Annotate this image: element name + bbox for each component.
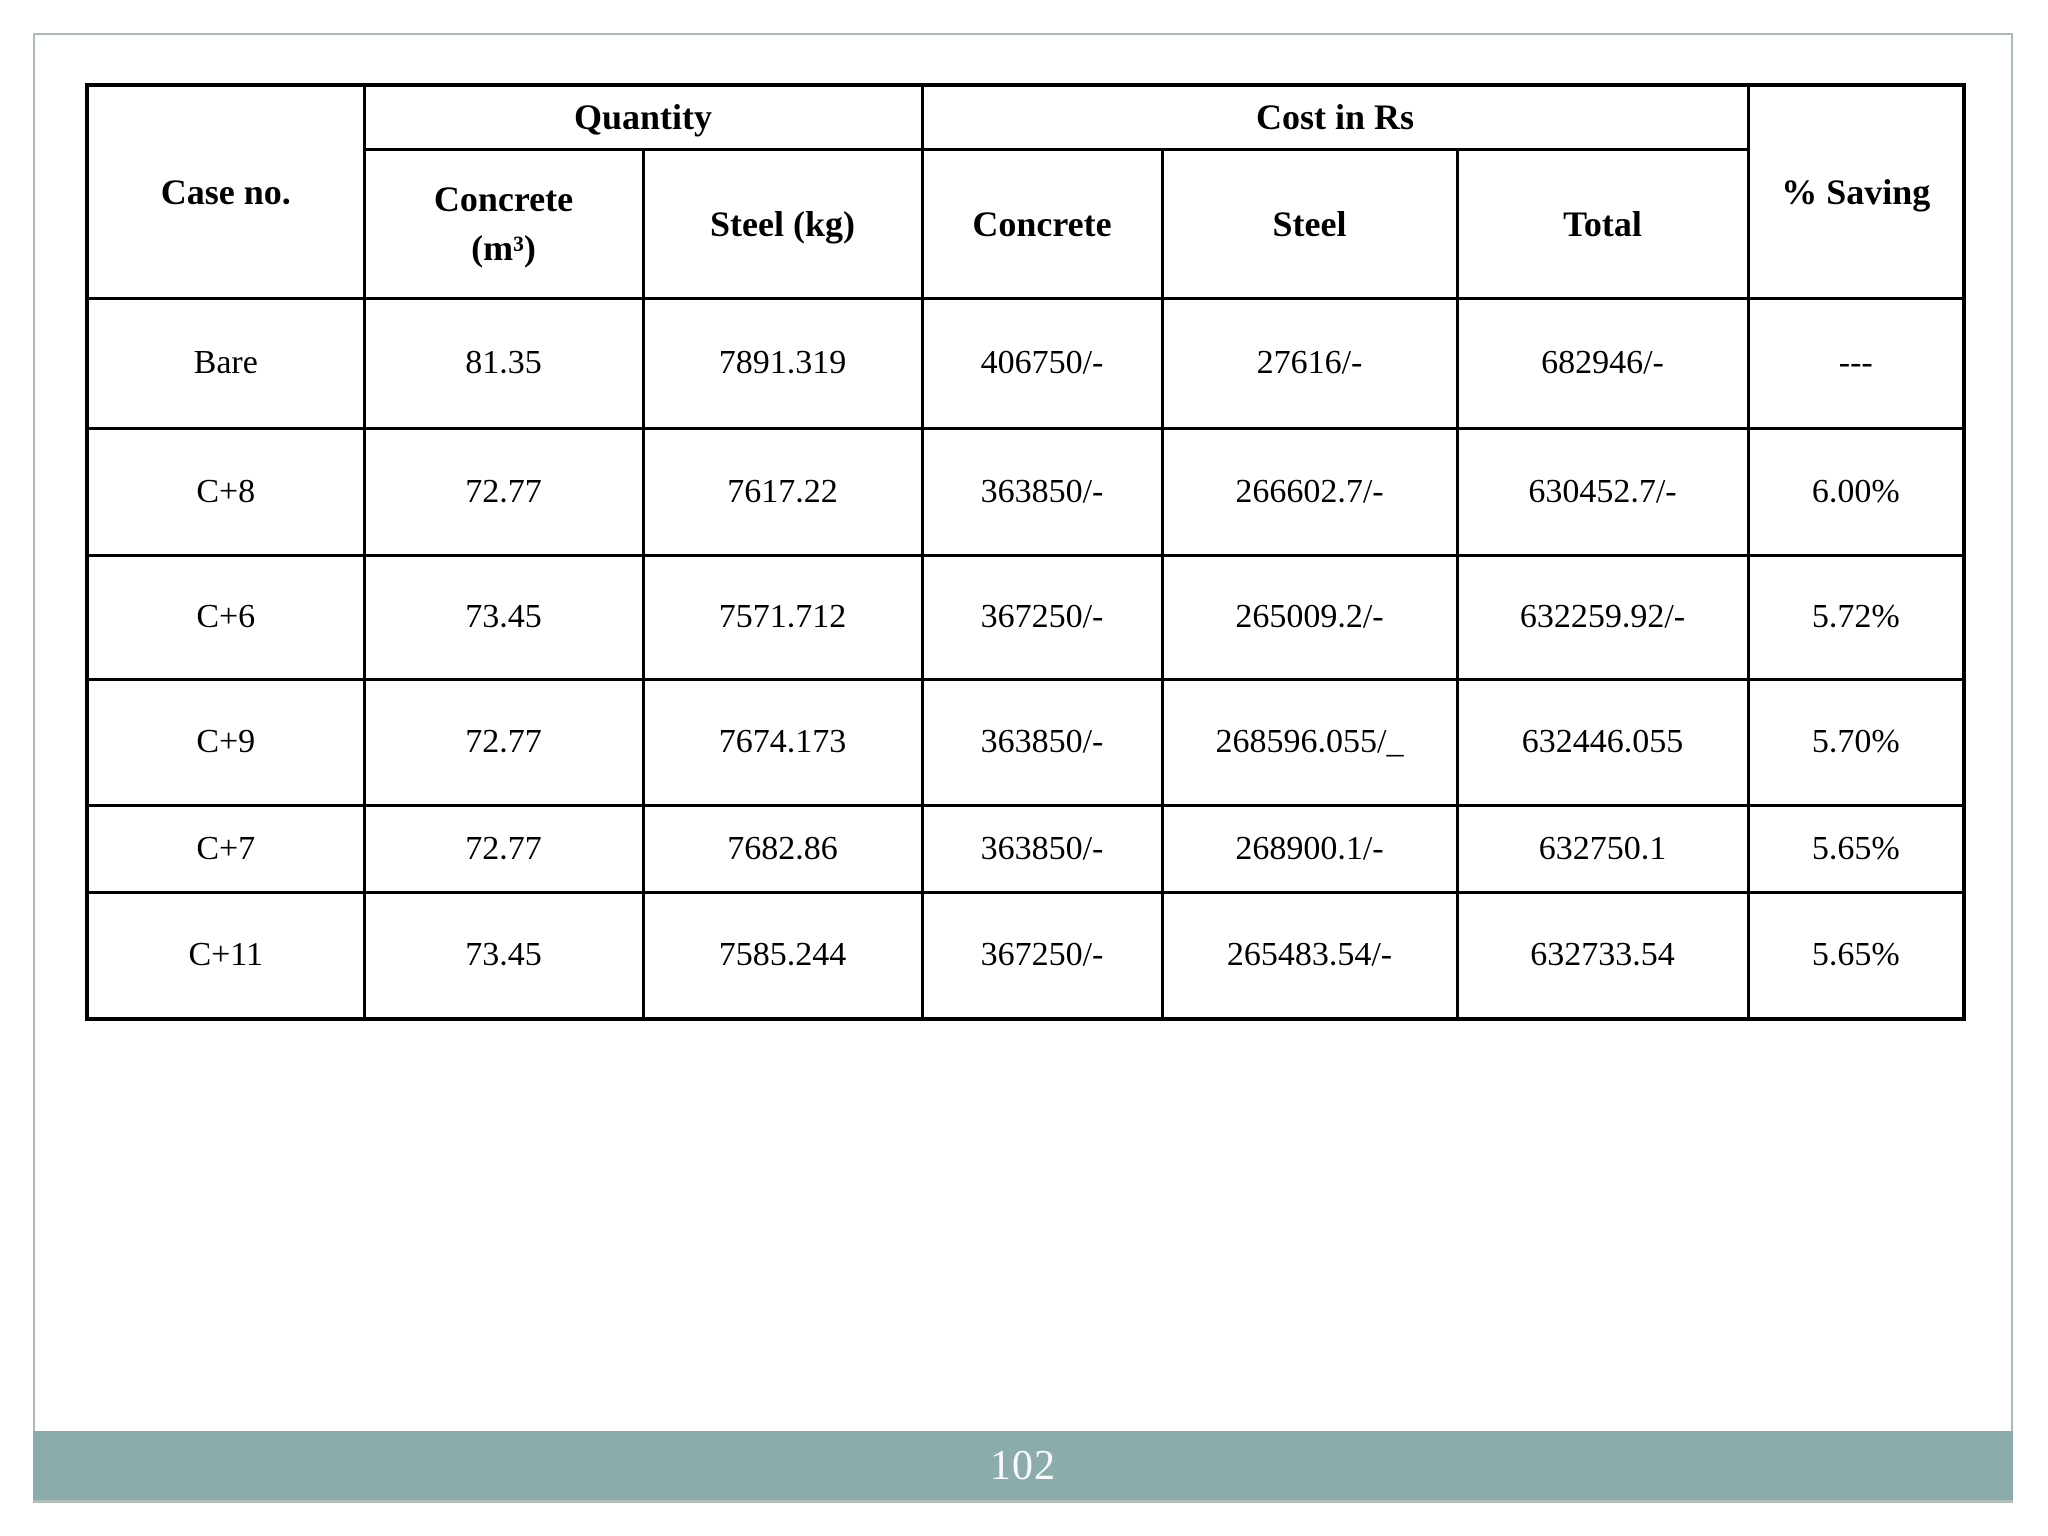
cell-concrete-quantity: 73.45 [362,553,645,681]
cell-steel-quantity: 7571.712 [641,553,924,681]
cell-concrete-quantity: 72.77 [362,426,645,557]
cell-concrete-cost: 363850/- [920,803,1164,894]
cell-case: C+9 [85,677,366,807]
cell-concrete-quantity: 73.45 [362,890,645,1021]
table-row-c8: C+8 72.77 7617.22 363850/- 266602.7/- 63… [85,426,1966,557]
cell-concrete-quantity: 72.77 [362,677,645,807]
cell-steel-cost: 27616/- [1160,296,1459,430]
cell-steel-quantity: 7617.22 [641,426,924,557]
cell-steel-quantity: 7682.86 [641,803,924,894]
cell-percent-saving: 5.65% [1746,803,1966,894]
header-concrete-quantity: Concrete (m³) [362,147,645,300]
header-group-row: Case no. Quantity Cost in Rs % Saving [85,83,1966,300]
cell-concrete-cost: 367250/- [920,890,1164,1021]
cell-case: C+8 [85,426,366,557]
cell-steel-cost: 265483.54/- [1160,890,1459,1021]
cell-total-cost: 632750.1 [1455,803,1750,894]
cell-percent-saving: 5.72% [1746,553,1966,681]
cell-concrete-cost: 363850/- [920,677,1164,807]
header-case-no: Case no. [85,83,366,300]
header-concrete-quantity-line2: (m³) [471,227,536,268]
cell-case: C+6 [85,553,366,681]
header-concrete-cost: Concrete [920,147,1164,300]
cell-steel-quantity: 7585.244 [641,890,924,1021]
header-cost-group: Cost in Rs [920,83,1750,151]
header-steel-cost: Steel [1160,147,1459,300]
cell-percent-saving: 5.70% [1746,677,1966,807]
cell-total-cost: 632733.54 [1455,890,1750,1021]
cell-steel-cost: 266602.7/- [1160,426,1459,557]
cost-comparison-table: Case no. Quantity Cost in Rs % Saving Co… [85,83,1967,1021]
cell-steel-quantity: 7674.173 [641,677,924,807]
header-steel-quantity: Steel (kg) [641,147,924,300]
cell-case: C+11 [85,890,366,1021]
table-row-bare: Bare 81.35 7891.319 406750/- 27616/- 682… [85,296,1966,430]
header-sub-row: Concrete (m³) Steel (kg) Concrete Steel … [87,147,1964,300]
cell-steel-cost: 268596.055/_ [1160,677,1459,807]
cell-total-cost: 682946/- [1455,296,1750,430]
header-total-cost: Total [1455,147,1750,300]
cell-concrete-cost: 406750/- [920,296,1164,430]
cell-steel-cost: 268900.1/- [1160,803,1459,894]
cell-concrete-quantity: 81.35 [362,296,645,430]
header-percent-saving: % Saving [1746,83,1966,300]
cell-concrete-cost: 367250/- [920,553,1164,681]
table-row-c7: C+7 72.77 7682.86 363850/- 268900.1/- 63… [85,803,1966,894]
header-concrete-quantity-line1: Concrete [433,178,574,219]
table-row-c6: C+6 73.45 7571.712 367250/- 265009.2/- 6… [85,553,1966,681]
cell-percent-saving: 6.00% [1746,426,1966,557]
cell-steel-quantity: 7891.319 [641,296,924,430]
cell-total-cost: 632259.92/- [1455,553,1750,681]
cell-total-cost: 632446.055 [1455,677,1750,807]
cell-case: C+7 [85,803,366,894]
cell-percent-saving: --- [1746,296,1966,430]
table-row-c11: C+11 73.45 7585.244 367250/- 265483.54/-… [85,890,1966,1021]
cell-steel-cost: 265009.2/- [1160,553,1459,681]
cell-concrete-quantity: 72.77 [362,803,645,894]
cell-percent-saving: 5.65% [1746,890,1966,1021]
cell-total-cost: 630452.7/- [1455,426,1750,557]
table-row-c9: C+9 72.77 7674.173 363850/- 268596.055/_… [85,677,1966,807]
cell-case: Bare [85,296,366,430]
footer-bar: 102 [33,1431,2013,1500]
header-quantity-group: Quantity [362,83,924,151]
page-number: 102 [990,1442,1056,1489]
cell-concrete-cost: 363850/- [920,426,1164,557]
